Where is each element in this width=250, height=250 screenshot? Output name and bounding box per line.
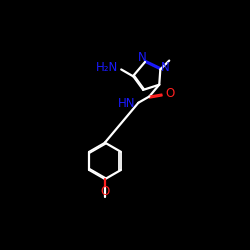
Text: N: N bbox=[138, 51, 147, 64]
Text: O: O bbox=[166, 88, 175, 101]
Text: O: O bbox=[100, 186, 110, 198]
Text: HN: HN bbox=[118, 97, 135, 110]
Text: N: N bbox=[161, 60, 170, 74]
Text: H₂N: H₂N bbox=[96, 62, 118, 74]
